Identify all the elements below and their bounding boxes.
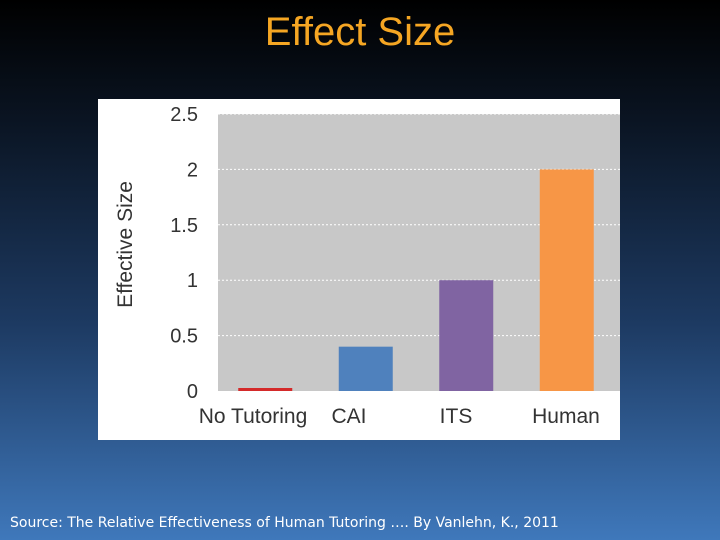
bar-chart: 0 0.5 1 1.5 2 2.5 No Tutoring CAI ITS Human Effe…	[114, 104, 620, 428]
y-tick-label: 0.5	[170, 326, 198, 348]
bar-its	[439, 280, 494, 391]
x-axis-ticks: No Tutoring CAI ITS Human	[199, 405, 600, 428]
y-axis-label: Effective Size	[114, 181, 137, 308]
y-tick-label: 0	[187, 381, 198, 403]
bar-no-tutoring	[238, 388, 293, 391]
y-tick-label: 1	[187, 270, 198, 292]
x-tick-label: No Tutoring	[199, 405, 308, 428]
bar-cai	[338, 346, 393, 391]
y-tick-label: 2	[187, 159, 198, 181]
bar-human	[539, 169, 594, 391]
y-tick-label: 2.5	[170, 104, 198, 126]
y-tick-label: 1.5	[170, 215, 198, 237]
chart-panel: 0 0.5 1 1.5 2 2.5 No Tutoring CAI ITS Human Effe…	[98, 99, 620, 440]
slide-title: Effect Size	[264, 10, 456, 54]
y-axis-ticks: 0 0.5 1 1.5 2 2.5	[170, 104, 198, 403]
gridlines	[218, 113, 620, 337]
source-citation: Source: The Relative Effectiveness of Hu…	[10, 515, 559, 531]
bars	[238, 169, 594, 391]
x-tick-label: CAI	[331, 405, 366, 428]
x-tick-label: Human	[532, 405, 600, 428]
x-tick-label: ITS	[440, 405, 473, 428]
